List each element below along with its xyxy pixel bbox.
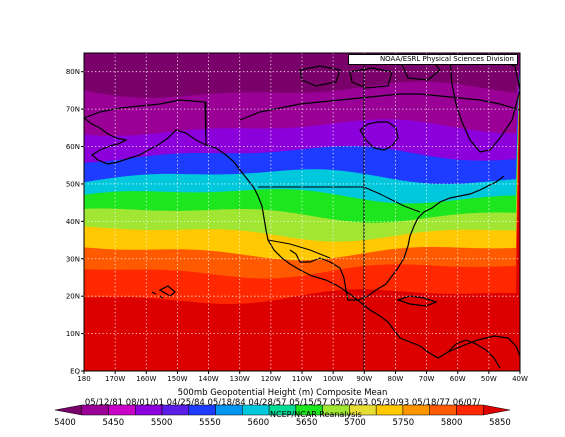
alaska-coast (84, 99, 207, 165)
lon-tick-label: 90W (356, 375, 372, 383)
hudson-bay (359, 121, 399, 151)
lat-lon-grid (84, 53, 520, 371)
colorbar-label: 5700 (344, 418, 366, 428)
credit-box: NOAA/ESRL Physical Sciences Division (348, 54, 518, 65)
lat-tick-label: 30N (66, 255, 80, 263)
mexico-border (267, 239, 331, 259)
lat-tick-label: EQ (70, 368, 80, 376)
lat-tick-label: 70N (66, 106, 80, 114)
gulf-coast (289, 175, 505, 301)
colorbar-label: 5400 (54, 418, 76, 428)
colorbar-label: 5600 (247, 418, 270, 428)
hawaii (151, 291, 164, 299)
lon-tick-label: 160W (136, 375, 156, 383)
date-range: 05/12/81 08/01/01 04/25/84 05/18/84 04/2… (84, 398, 481, 408)
map-title: 500mb Geopotential Height (m) Composite … (177, 388, 388, 398)
source-overlay: NCEP/NCAR Reanalysis (270, 410, 362, 419)
colorbar-label: 5850 (489, 418, 511, 428)
lat-tick-label: 80N (66, 68, 80, 76)
lat-tick-label: 60N (66, 143, 80, 151)
latitude-labels: 80N 70N 60N 50N 40N 30N 20N 10N EQ (66, 68, 81, 375)
lat-tick-label: 40N (66, 218, 80, 226)
colorbar-label: 5500 (150, 418, 173, 428)
longitude-labels: 180 170W 160W 150W 140W 130W 120W 110W 100W 90W 80… (77, 375, 528, 383)
lon-tick-label: 40W (512, 375, 528, 383)
lat-tick-label: 20N (66, 293, 80, 301)
lon-tick-label: 80W (388, 375, 404, 383)
colorbar-label: 5450 (102, 418, 125, 428)
lon-tick-label: 60W (450, 375, 466, 383)
colorbar-label: 5550 (199, 418, 221, 428)
lat-tick-label: 50N (66, 180, 80, 188)
lon-tick-label: 140W (198, 375, 218, 383)
lon-tick-label: 70W (419, 375, 435, 383)
axis-ticks (81, 71, 521, 374)
lon-tick-label: 120W (261, 375, 281, 383)
us-canada-border (258, 186, 421, 213)
lon-tick-label: 130W (230, 375, 250, 383)
colorbar-swatch (482, 404, 511, 416)
lat-tick-label: 10N (66, 330, 80, 338)
lon-tick-label: 50W (481, 375, 497, 383)
credit-text: NOAA/ESRL Physical Sciences Division (379, 55, 514, 63)
pacific-coast (205, 144, 421, 347)
lon-tick-label: 110W (292, 375, 312, 383)
lon-tick-label: 150W (167, 375, 187, 383)
lon-tick-label: 170W (105, 375, 125, 383)
south-america (447, 335, 520, 357)
contour-bands (84, 53, 520, 371)
colorbar-label: 5800 (440, 418, 463, 428)
lon-tick-label: 180 (77, 375, 90, 383)
colorbar-label: 5650 (295, 418, 318, 428)
colorbar (54, 404, 511, 416)
canada-coast (239, 93, 520, 121)
north-america-coast (158, 285, 176, 297)
lon-tick-label: 100W (323, 375, 343, 383)
central-america (419, 339, 501, 369)
colorbar-label: 5750 (392, 418, 415, 428)
